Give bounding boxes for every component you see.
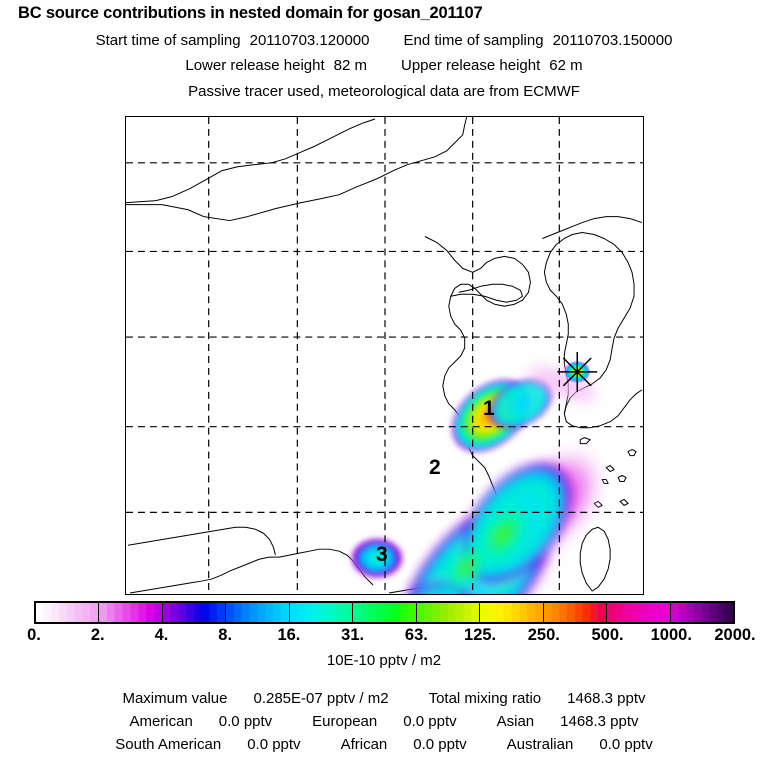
coast-island-9: [579, 437, 591, 445]
plume-layer: [351, 360, 609, 594]
colorbar-segment-0: [36, 603, 100, 622]
region-name-australian: Australian: [506, 736, 574, 753]
start-time-label: Start time of sampling: [95, 32, 241, 49]
colorbar-tick-8: 250.: [527, 626, 560, 644]
lower-release-height-label: Lower release height: [185, 57, 325, 74]
plume-label-1: 1: [483, 397, 495, 420]
lower-release-height-value: 82 m: [333, 57, 367, 74]
region-value-australian: 0.0 pptv: [599, 736, 653, 753]
colorbar-segment-6: [416, 603, 481, 622]
colorbar-segment-10: [670, 603, 733, 622]
plume-north-tip: [488, 378, 553, 429]
coast-island-4: [605, 465, 615, 473]
colorbar-tick-1: 2.: [90, 626, 105, 644]
coast-island-1: [627, 449, 637, 457]
upper-release-height-label: Upper release height: [401, 57, 541, 74]
start-time-value: 20110703.120000: [249, 32, 370, 49]
region-value-european: 0.0 pptv: [403, 713, 457, 730]
region-name-african: African: [340, 736, 388, 753]
summary-line-regions-2: South American 0.0 pptv African 0.0 pptv Aus…: [0, 736, 768, 753]
colorbar-tick-5: 31.: [341, 626, 365, 644]
summary-line-max: Maximum value 0.285E-07 pptv / m2 Total mi…: [0, 690, 768, 707]
coast-shandong: [450, 283, 523, 303]
map-svg: [126, 117, 643, 594]
coast-island-2: [617, 474, 627, 482]
region-name-american: American: [129, 713, 193, 730]
colorbar-tick-4: 16.: [277, 626, 301, 644]
colorbar-tick-9: 500.: [591, 626, 624, 644]
colorbar-tick-labels: 0. 2. 4. 8. 16. 31. 63. 125. 250. 500. 1000. 2000.: [0, 626, 768, 648]
receptor-star-icon: [557, 352, 598, 392]
end-time-label: End time of sampling: [403, 32, 544, 49]
receptor-trail: [528, 367, 596, 401]
max-value-label: Maximum value: [122, 690, 228, 707]
max-value: 0.285E-07 pptv / m2: [253, 690, 389, 707]
colorbar-tick-3: 8.: [218, 626, 233, 644]
colorbar-tick-6: 63.: [404, 626, 428, 644]
colorbar-segment-1: [99, 603, 163, 622]
graticule-layer: [126, 117, 643, 594]
coast-south-china: [129, 548, 374, 594]
colorbar-segment-9: [607, 603, 671, 622]
colorbar-tick-11: 2000.: [714, 626, 756, 644]
coast-taiwan: [579, 526, 611, 592]
region-value-asian: 1468.3 pptv: [560, 713, 639, 730]
sampling-time-line: Start time of sampling 20110703.120000 End…: [0, 32, 768, 49]
colorbar-segment-5: [353, 603, 417, 622]
coast-south-china-2: [127, 526, 276, 556]
colorbar-tick-7: 125.: [464, 626, 497, 644]
region-value-african: 0.0 pptv: [413, 736, 467, 753]
colorbar-segment-2: [162, 603, 227, 622]
coast-island-5: [619, 498, 629, 506]
region-value-american: 0.0 pptv: [218, 713, 273, 730]
colorbar-tick-10: 1000.: [650, 626, 692, 644]
colorbar-unit-label: 10E-10 pptv / m2: [326, 652, 442, 669]
colorbar-segment-7: [480, 603, 544, 622]
colorbar-gradient: [34, 601, 735, 624]
region-name-european: European: [312, 713, 378, 730]
colorbar-tick-0: 0.: [27, 626, 41, 644]
total-mixing-ratio-label: Total mixing ratio: [428, 690, 542, 707]
upper-release-height-value: 62 m: [549, 57, 583, 74]
coast-bohai-yellow-sea: [424, 236, 531, 468]
coast-korea-east: [556, 232, 643, 429]
plume-label-3: 3: [376, 543, 388, 566]
page-title: BC source contributions in nested domain…: [18, 4, 483, 22]
coast-north-inland: [126, 117, 468, 222]
colorbar-tick-2: 4.: [154, 626, 169, 644]
colorbar: [34, 601, 735, 624]
region-value-south-american: 0.0 pptv: [247, 736, 301, 753]
plume-green-band: [434, 487, 546, 594]
colorbar-segment-8: [543, 603, 608, 622]
coast-korea-north: [542, 216, 643, 239]
plume-label-2: 2: [429, 456, 441, 479]
map-panel: 1 2 3: [125, 116, 644, 595]
colorbar-segment-4: [289, 603, 354, 622]
release-height-line: Lower release height 82 m Upper release he…: [0, 57, 768, 74]
colorbar-segment-3: [226, 603, 290, 622]
total-mixing-ratio-value: 1468.3 pptv: [567, 690, 646, 707]
end-time-value: 20110703.150000: [552, 32, 673, 49]
region-name-asian: Asian: [496, 713, 535, 730]
region-name-south-american: South American: [115, 736, 222, 753]
plume-south-blob: [351, 538, 403, 579]
summary-line-regions-1: American 0.0 pptv European 0.0 pptv Asian 146…: [0, 713, 768, 730]
tracer-note: Passive tracer used, meteorological data…: [188, 83, 580, 100]
